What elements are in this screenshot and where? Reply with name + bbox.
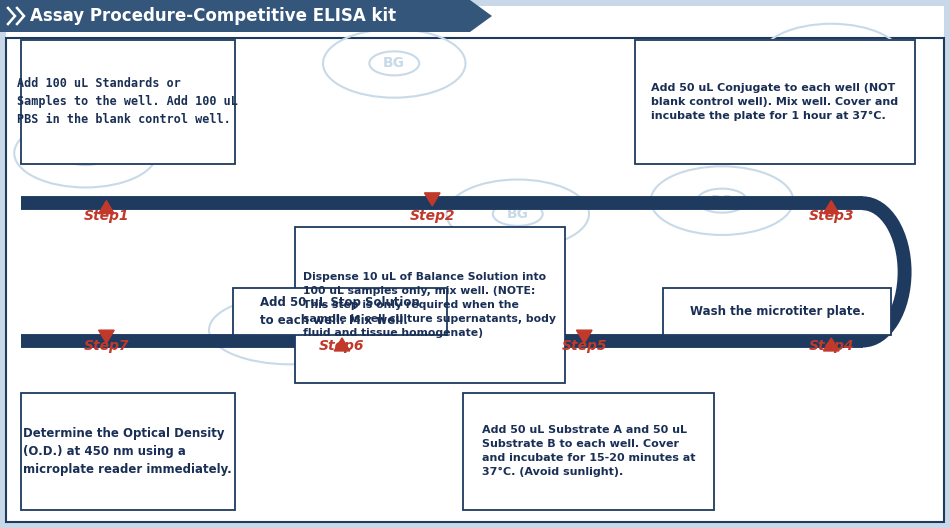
FancyBboxPatch shape (21, 40, 235, 164)
Text: Step6: Step6 (319, 339, 365, 353)
Text: Step4: Step4 (808, 339, 854, 353)
FancyBboxPatch shape (663, 288, 891, 335)
FancyBboxPatch shape (21, 393, 235, 510)
Text: BG: BG (278, 323, 301, 337)
Polygon shape (99, 201, 114, 214)
Polygon shape (824, 338, 839, 351)
Polygon shape (425, 193, 440, 206)
Text: Determine the Optical Density
(O.D.) at 450 nm using a
microplate reader immedia: Determine the Optical Density (O.D.) at … (24, 427, 232, 476)
Text: Assay Procedure-Competitive ELISA kit: Assay Procedure-Competitive ELISA kit (30, 7, 396, 25)
Text: BG: BG (820, 51, 843, 65)
Text: Step2: Step2 (409, 210, 455, 223)
Text: BG: BG (74, 146, 97, 160)
Text: Add 100 uL Standards or
Samples to the well. Add 100 uL
PBS in the blank control: Add 100 uL Standards or Samples to the w… (17, 77, 238, 126)
Polygon shape (470, 0, 492, 32)
Text: BG: BG (711, 194, 733, 208)
Text: Add 50 uL Stop Solution
to each well. Mix well.: Add 50 uL Stop Solution to each well. Mi… (259, 296, 420, 327)
Text: Step7: Step7 (84, 339, 129, 353)
Polygon shape (99, 330, 114, 343)
FancyBboxPatch shape (294, 227, 565, 383)
Text: BG: BG (506, 207, 529, 221)
Text: BG: BG (383, 56, 406, 70)
Polygon shape (334, 338, 350, 351)
FancyBboxPatch shape (233, 288, 446, 335)
Bar (0, 0, 470, 32)
Text: Dispense 10 uL of Balance Solution into
100 uL samples only, mix well. (NOTE:
Th: Dispense 10 uL of Balance Solution into … (303, 272, 557, 338)
Text: Wash the microtiter plate.: Wash the microtiter plate. (690, 305, 864, 318)
Text: Step5: Step5 (561, 339, 607, 353)
FancyBboxPatch shape (463, 393, 714, 510)
Text: Add 50 uL Conjugate to each well (NOT
blank control well). Mix well. Cover and
i: Add 50 uL Conjugate to each well (NOT bl… (651, 82, 899, 121)
FancyBboxPatch shape (635, 40, 915, 164)
Text: Add 50 uL Substrate A and 50 uL
Substrate B to each well. Cover
and incubate for: Add 50 uL Substrate A and 50 uL Substrat… (482, 426, 695, 477)
Polygon shape (824, 201, 839, 214)
Text: Step1: Step1 (84, 210, 129, 223)
Text: Step3: Step3 (808, 210, 854, 223)
Polygon shape (577, 330, 592, 343)
